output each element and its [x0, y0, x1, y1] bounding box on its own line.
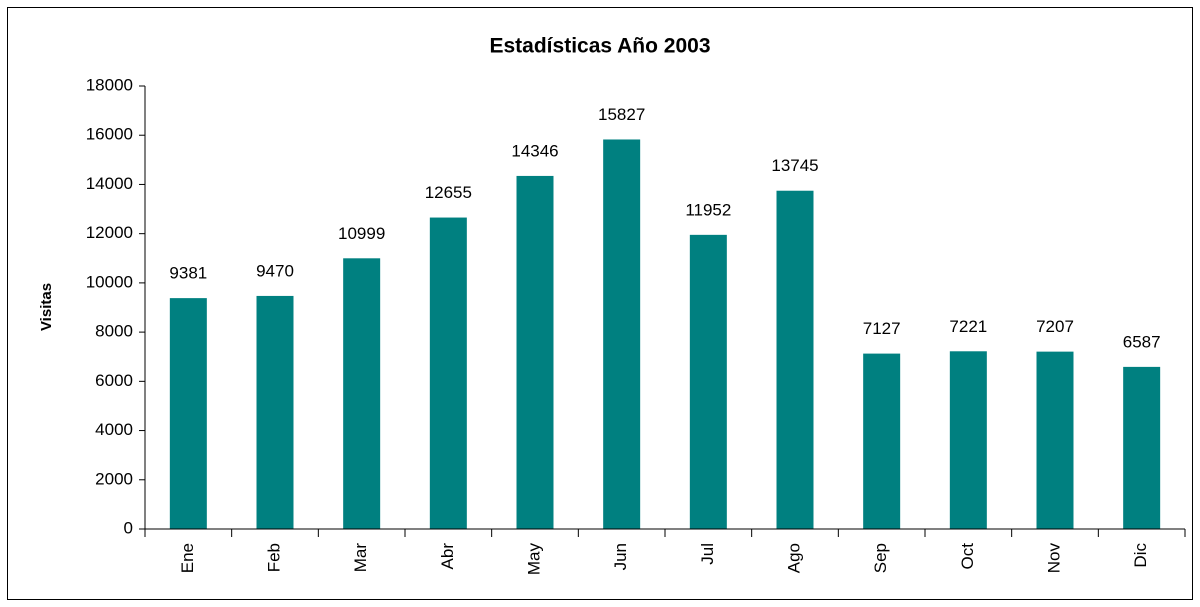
y-tick-label: 14000	[86, 174, 133, 193]
bar	[256, 295, 294, 529]
data-label: 13745	[771, 156, 818, 175]
bar	[429, 217, 467, 529]
y-tick-label: 12000	[86, 223, 133, 242]
y-tick-label: 0	[124, 518, 133, 537]
data-label: 7127	[863, 319, 901, 338]
data-label: 9470	[256, 261, 294, 280]
bar	[343, 258, 381, 529]
x-tick-label: Dic	[1131, 543, 1150, 568]
data-label: 6587	[1123, 332, 1161, 351]
data-label: 7221	[949, 317, 987, 336]
x-tick-label: Feb	[264, 543, 283, 572]
bar	[1123, 366, 1161, 529]
x-tick-label: Nov	[1044, 543, 1063, 574]
x-tick-label: Ene	[178, 543, 197, 573]
bar	[1036, 351, 1074, 529]
chart-title: Estadísticas Año 2003	[490, 35, 711, 58]
data-label: 15827	[598, 105, 645, 124]
data-label: 10999	[338, 224, 385, 243]
bar	[863, 353, 901, 529]
x-tick-label: May	[524, 543, 543, 576]
x-tick-label: Jul	[698, 543, 717, 565]
x-tick-label: Jun	[611, 543, 630, 570]
y-tick-label: 2000	[95, 469, 133, 488]
x-tick-label: Sep	[871, 543, 890, 573]
y-tick-label: 4000	[95, 420, 133, 439]
bar	[776, 190, 814, 529]
bar	[689, 234, 727, 529]
y-tick-label: 16000	[86, 125, 133, 144]
bar	[169, 298, 207, 529]
y-axis-label: Visitas	[38, 283, 55, 331]
y-tick-label: 8000	[95, 322, 133, 341]
bar	[516, 175, 554, 529]
data-label: 7207	[1036, 317, 1074, 336]
x-tick-label: Abr	[438, 543, 457, 570]
data-label: 9381	[169, 264, 207, 283]
y-tick-label: 18000	[86, 75, 133, 94]
x-tick-label: Mar	[351, 543, 370, 573]
data-label: 14346	[511, 141, 558, 160]
y-tick-label: 10000	[86, 272, 133, 291]
data-label: 12655	[425, 183, 472, 202]
bar	[603, 139, 641, 529]
x-tick-label: Ago	[784, 543, 803, 573]
bar	[949, 351, 987, 529]
y-tick-label: 6000	[95, 371, 133, 390]
data-label: 11952	[685, 200, 731, 219]
x-tick-label: Oct	[958, 543, 977, 570]
